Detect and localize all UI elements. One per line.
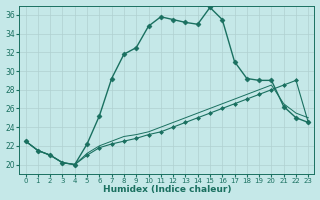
X-axis label: Humidex (Indice chaleur): Humidex (Indice chaleur): [103, 185, 231, 194]
